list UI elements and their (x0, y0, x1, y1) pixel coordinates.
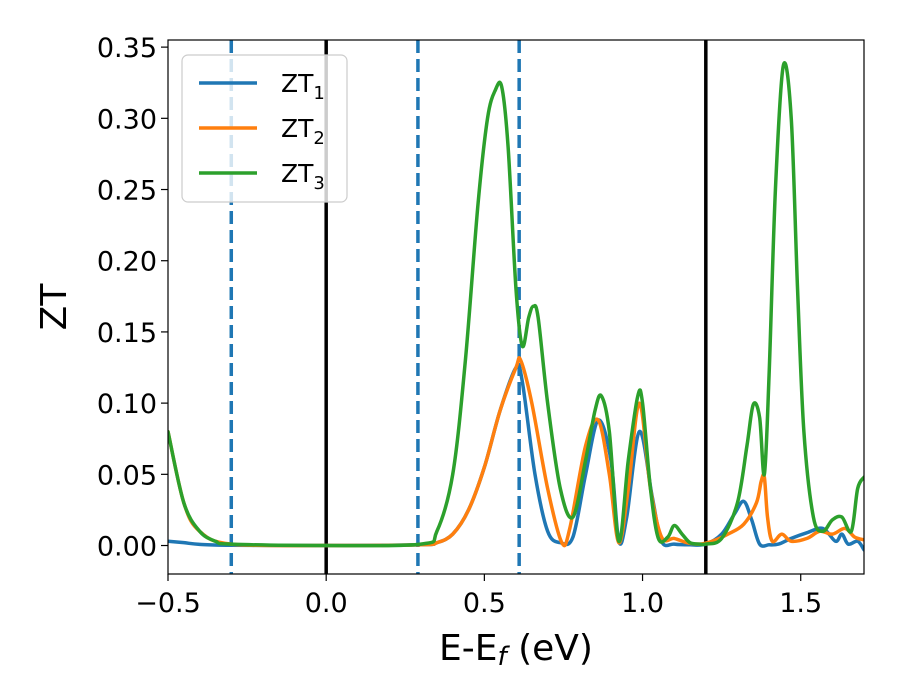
y-tick-label: 0.25 (97, 176, 157, 207)
y-tick-label: 0.10 (97, 389, 157, 420)
y-axis-ticks: 0.00 0.05 0.10 0.15 0.20 0.25 0.30 0.35 (97, 33, 168, 563)
y-tick-label: 0.00 (97, 532, 157, 563)
plot-frame (167, 39, 865, 575)
x-tick-label: 0.0 (305, 588, 348, 619)
legend-label-1: ZT1 (281, 69, 325, 104)
x-tick-label: 1.5 (779, 588, 822, 619)
y-tick-label: 0.30 (97, 104, 157, 135)
y-tick-label: 0.35 (97, 33, 157, 64)
x-axis-label-unit: (eV) (507, 628, 593, 669)
series-lines (168, 61, 864, 552)
y-tick-label: 0.05 (97, 460, 157, 491)
series-line-zt2 (168, 356, 864, 548)
y-tick-label: 0.15 (97, 318, 157, 349)
series-line-zt3 (168, 61, 864, 548)
x-tick-label: 0.5 (463, 588, 506, 619)
legend-box (181, 54, 348, 203)
x-axis-label: E-Ef (eV) (439, 628, 593, 672)
legend: ZT1 ZT2 ZT3 (181, 54, 348, 203)
legend-label-2: ZT2 (281, 114, 325, 149)
x-axis-ticks: −0.5 0.0 0.5 1.0 1.5 (135, 574, 822, 619)
series-line-zt1 (168, 363, 864, 552)
x-tick-label: −0.5 (135, 588, 201, 619)
y-axis-label: ZT (34, 283, 75, 331)
legend-label-3: ZT3 (281, 159, 325, 194)
y-tick-label: 0.20 (97, 247, 157, 278)
x-tick-label: 1.0 (621, 588, 664, 619)
